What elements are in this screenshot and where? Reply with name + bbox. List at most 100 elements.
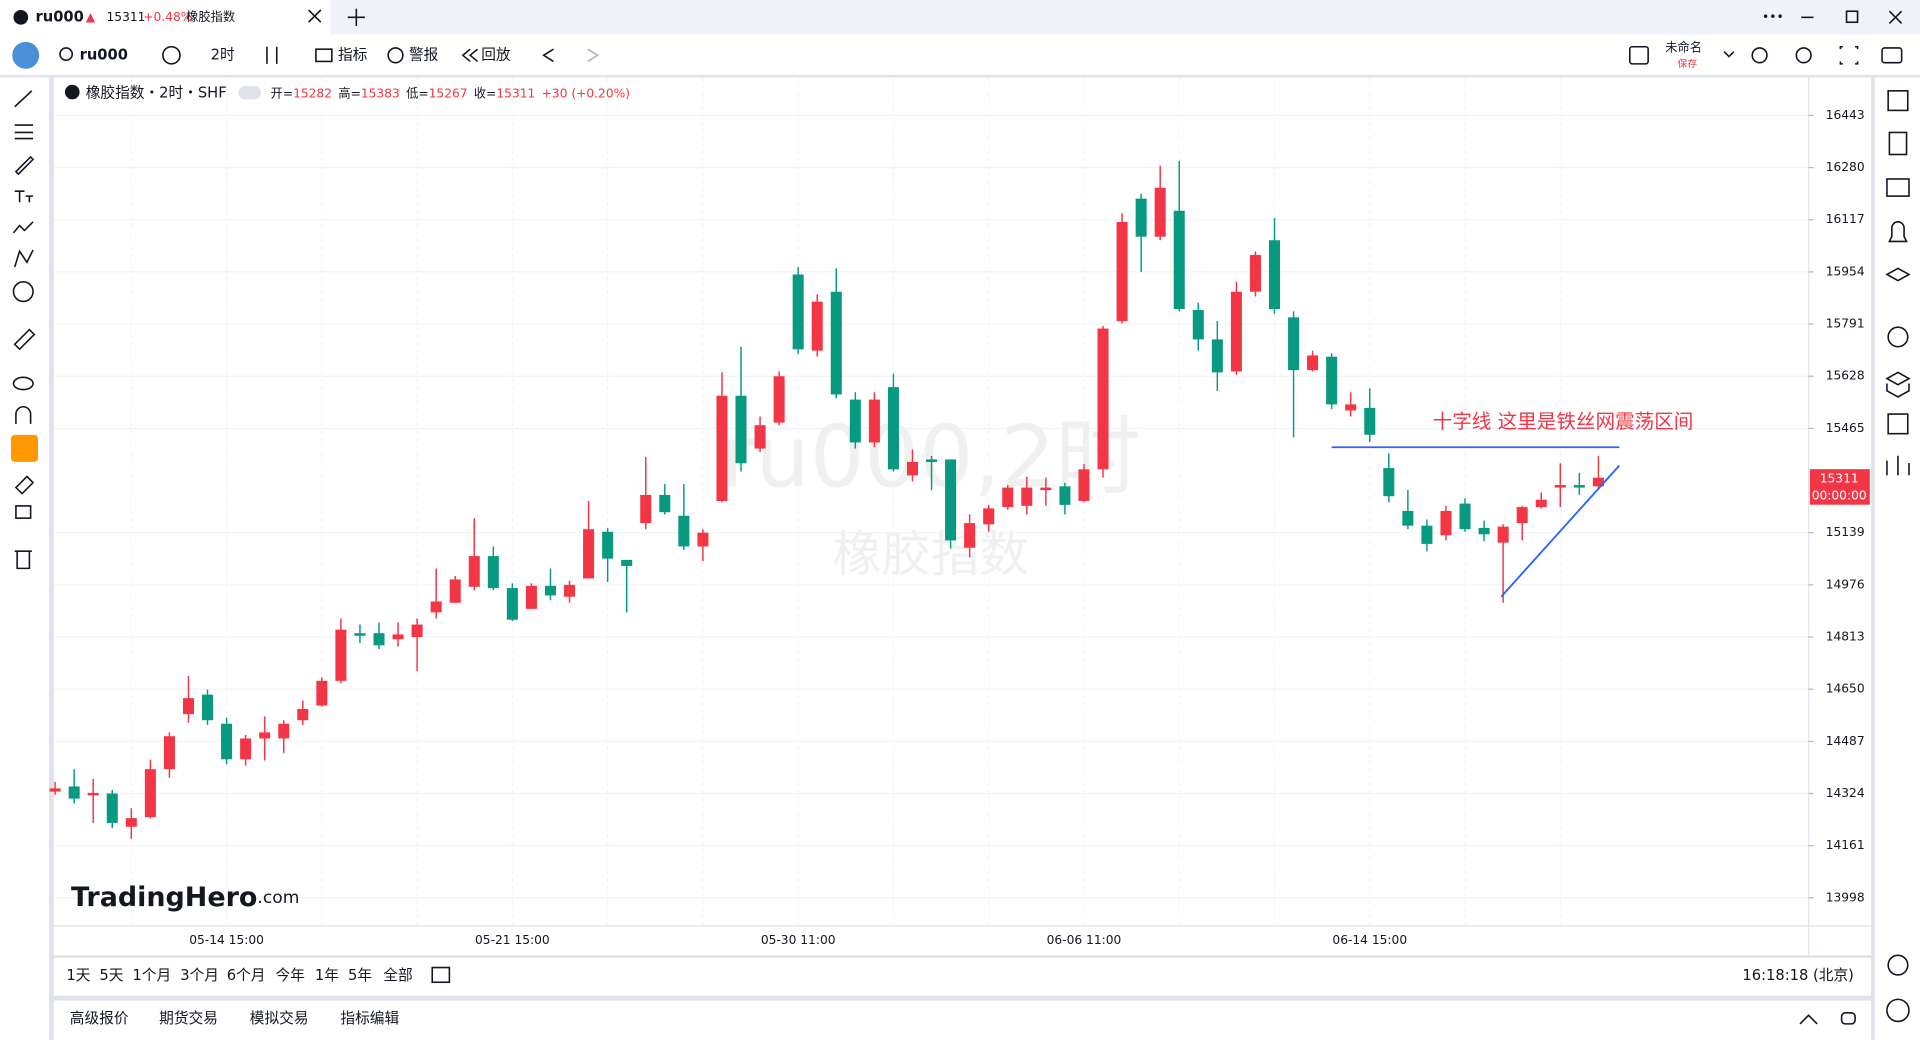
period-button[interactable]: 1个月 [132,967,171,984]
hotlist[interactable] [1887,326,1909,348]
indicators[interactable]: 指标 [338,46,368,63]
calendar[interactable] [1886,178,1910,197]
candle-body [1516,507,1528,524]
tool-lock[interactable] [15,505,32,519]
candle-body [525,585,537,609]
watchlist[interactable] [1887,90,1909,112]
candle-body [1097,328,1109,470]
tool-eye[interactable] [12,376,34,391]
alerts-panel[interactable] [1888,221,1908,243]
trend-line[interactable] [1500,464,1621,598]
period-button[interactable]: 5天 [99,967,123,984]
period-button[interactable]: 1年 [315,967,339,984]
candle-body [678,515,690,547]
candle-body [1497,526,1509,543]
logo-name: TradingHero [71,881,257,912]
layers[interactable] [1885,267,1911,282]
candle-body [926,459,938,462]
screener[interactable] [1887,413,1909,435]
candle-body [1021,487,1033,506]
support[interactable] [1887,954,1909,976]
candle-body [1173,210,1185,310]
period-button[interactable]: 1天 [66,967,90,984]
candle-body [316,680,328,706]
layout-menu[interactable] [1723,51,1735,58]
y-tick-label: 16117 [1826,212,1865,226]
tool-eraser[interactable] [14,475,35,495]
ohlc-label: 低= [406,86,429,100]
candle-body [125,818,137,827]
help[interactable] [1886,998,1910,1023]
candle-body [868,399,880,443]
tool-active[interactable] [11,434,38,462]
tool-icons [12,90,36,570]
period-button[interactable]: 6个月 [227,967,266,984]
details[interactable] [1888,131,1908,156]
tab[interactable] [0,0,331,35]
tab-close[interactable] [308,9,322,23]
annotation[interactable]: 十字线 这里是铁丝网震荡区间 [1433,410,1694,433]
interval[interactable]: 2时 [211,46,235,63]
candle-body [354,633,366,636]
fullscreen[interactable] [1839,45,1859,65]
tool-measure[interactable] [13,328,36,351]
tool-pattern[interactable] [12,221,34,234]
chart-style[interactable] [266,46,278,64]
y-tick-label: 14161 [1826,838,1865,852]
period-bar [53,957,1872,996]
maximize-panel[interactable] [1840,1012,1856,1025]
tool-line[interactable] [14,90,33,108]
close-window[interactable] [1888,10,1903,25]
tool-magnet[interactable] [15,406,32,424]
bottom-tab[interactable]: 模拟交易 [250,1009,309,1027]
search-symbol[interactable]: ru000 [80,46,128,63]
up-arrow: ▲ [86,10,96,24]
compare[interactable] [162,45,181,65]
candle-body [259,732,271,739]
ohlc-label: 开= [271,86,294,100]
tool-delete[interactable] [14,550,32,570]
settings[interactable] [1795,47,1812,64]
candle-body [945,459,957,541]
layout-icon[interactable] [1629,45,1649,65]
ideas[interactable] [1885,371,1911,398]
candle-body [811,301,823,351]
periods: 1天 5天 1个月 3个月 6个月 今年 1年 5年 全部 [66,966,412,984]
stats[interactable] [1886,455,1910,476]
alerts[interactable]: 警报 [409,46,439,63]
date-range[interactable] [431,966,451,984]
tool-text[interactable] [14,190,34,203]
new-tab[interactable] [347,8,365,26]
period-button[interactable]: 3个月 [180,967,219,984]
quick-search[interactable] [1751,47,1768,64]
price-label: 15311 [1820,471,1859,485]
period-button[interactable]: 5年 [348,967,372,984]
tool-forecast[interactable] [13,249,34,268]
plot [49,160,1621,839]
bottom-tab[interactable]: 指标编辑 [340,1010,399,1027]
undo[interactable] [542,48,554,63]
more[interactable]: ••• [1762,10,1784,24]
restore[interactable] [1845,10,1859,24]
y-tick-label: 15628 [1826,369,1865,383]
bottom-tab[interactable]: 高级报价 [70,1010,129,1027]
tool-fib[interactable] [14,124,34,140]
candle-body [583,529,595,579]
period-button[interactable]: 全部 [383,966,412,984]
avatar[interactable] [12,41,40,69]
tool-brush[interactable] [14,155,35,176]
replay[interactable]: 回放 [481,46,511,63]
right-toolbar [1874,77,1920,1040]
tab-price: 15311 [107,10,146,24]
period-button[interactable]: 今年 [276,967,306,984]
layout-name[interactable]: 未命名 [1665,39,1702,54]
candle-body [983,508,995,525]
watermark-name: 橡胶指数 [833,526,1029,583]
tool-icon[interactable] [12,281,34,303]
legend-toggle[interactable] [238,85,261,100]
save[interactable]: 保存 [1678,57,1698,70]
expand[interactable] [1799,1014,1818,1025]
snapshot[interactable] [1881,47,1903,64]
candle-body [697,532,709,547]
bottom-tab[interactable]: 期货交易 [159,1009,218,1027]
